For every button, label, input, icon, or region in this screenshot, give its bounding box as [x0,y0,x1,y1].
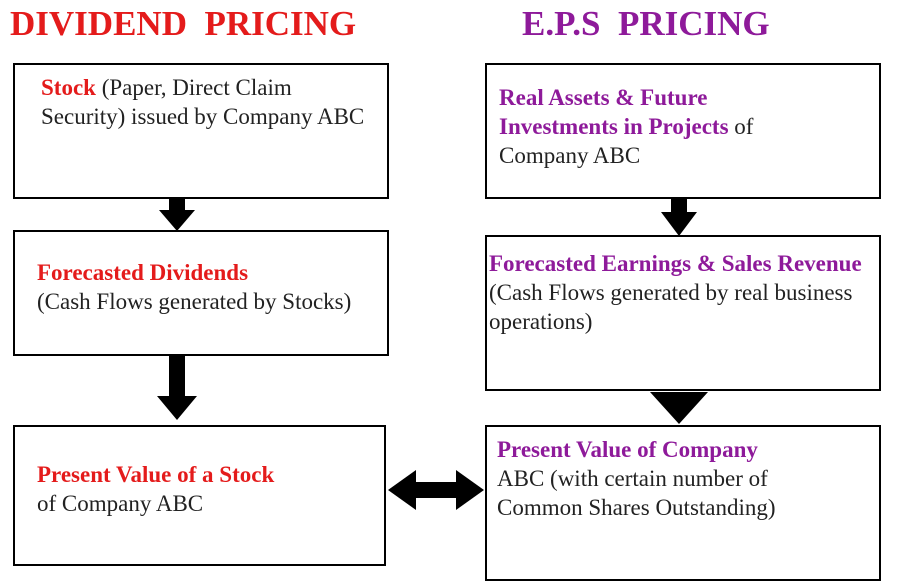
box-text: (Cash Flows generated by real business o… [489,280,853,334]
double-arrow [388,470,484,510]
pv-stock-box: Present Value of a Stock of Company ABC [13,425,386,566]
box-text: (Cash Flows generated by Stocks) [37,289,352,314]
right-title: E.P.S PRICING [522,4,770,43]
assets-box: Real Assets & Future Investments in Proj… [485,63,881,199]
earnings-box: Forecasted Earnings & Sales Revenue (Cas… [485,235,881,391]
stock-box: Stock (Paper, Direct Claim Security) iss… [13,63,389,199]
box-heading: Forecasted Dividends [37,260,249,285]
box-text: ABC (with certain number of Common Share… [497,466,776,520]
box-heading: Forecasted Earnings & Sales Revenue [489,251,862,276]
box-heading: Present Value of a Stock [37,462,275,487]
box-heading: Real Assets & Future Investments in Proj… [499,85,729,139]
down-arrow [661,199,697,236]
down-arrow [650,392,708,424]
box-heading: Stock [41,75,96,100]
pv-company-box: Present Value of Company ABC (with certa… [485,425,881,581]
down-arrow [157,356,197,420]
down-arrow [159,199,195,231]
box-text: (Paper, Direct Claim Security) issued by… [41,75,365,129]
box-heading: Present Value of Company [497,437,758,462]
box-text: of Company ABC [499,114,754,168]
dividends-box: Forecasted Dividends (Cash Flows generate… [13,230,389,356]
box-text: of Company ABC [37,491,204,516]
left-title: DIVIDEND PRICING [10,4,357,43]
